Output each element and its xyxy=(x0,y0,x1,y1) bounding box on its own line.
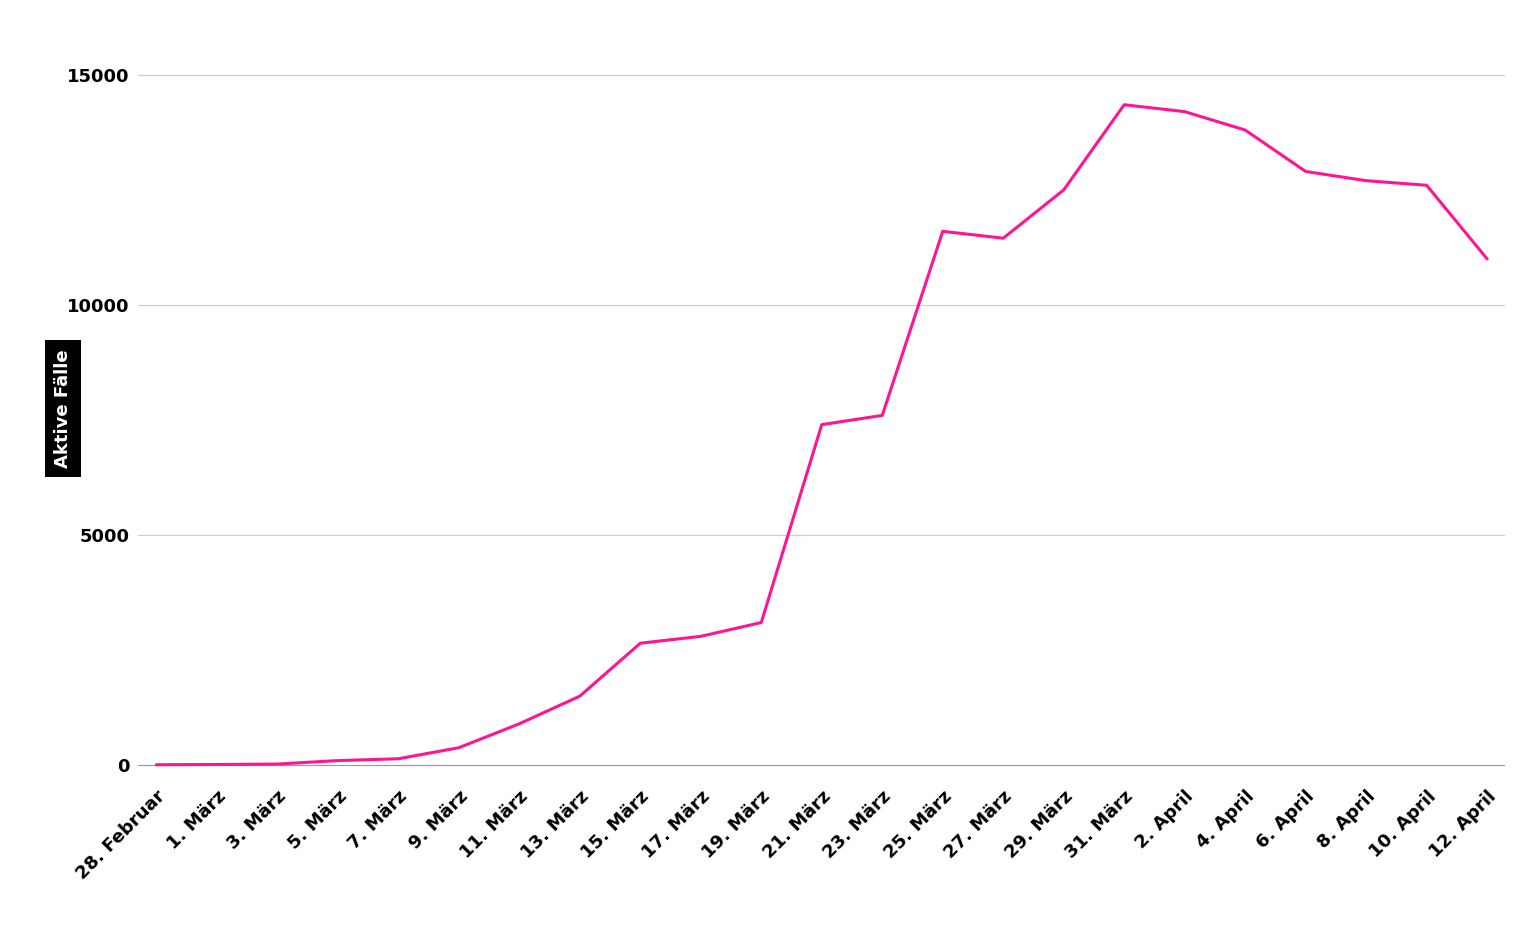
Text: Aktive Fälle: Aktive Fälle xyxy=(54,350,72,467)
